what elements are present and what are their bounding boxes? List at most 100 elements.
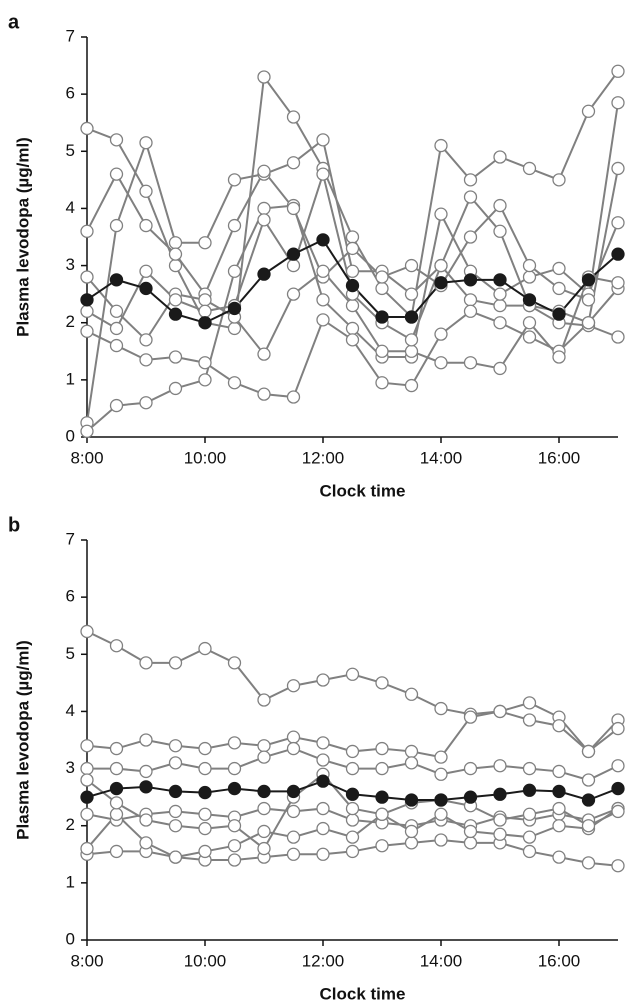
data-point bbox=[522, 270, 537, 284]
data-point bbox=[286, 804, 301, 819]
data-point bbox=[316, 233, 330, 247]
y-tick-label: 2 bbox=[66, 815, 75, 834]
data-point bbox=[552, 261, 566, 276]
data-point bbox=[227, 218, 242, 233]
data-point bbox=[109, 741, 124, 756]
data-point bbox=[257, 70, 271, 84]
data-point bbox=[404, 310, 419, 324]
data-point bbox=[552, 850, 566, 864]
data-point bbox=[227, 736, 242, 750]
data-point bbox=[581, 773, 596, 787]
x-tick-label: 12:00 bbox=[302, 951, 345, 970]
data-point bbox=[611, 216, 625, 230]
data-point bbox=[552, 801, 566, 816]
data-point bbox=[434, 793, 448, 807]
data-point bbox=[463, 273, 478, 287]
y-tick-label: 6 bbox=[66, 84, 75, 103]
data-point bbox=[463, 293, 478, 307]
data-point bbox=[434, 767, 448, 781]
data-point bbox=[286, 784, 301, 799]
data-point bbox=[316, 821, 330, 836]
data-point bbox=[168, 804, 183, 819]
data-point bbox=[375, 807, 389, 821]
data-point bbox=[257, 164, 271, 178]
data-point bbox=[168, 739, 183, 753]
data-point bbox=[198, 807, 212, 821]
x-tick-label: 8:00 bbox=[70, 448, 103, 467]
data-point bbox=[552, 784, 566, 799]
data-point bbox=[611, 330, 625, 344]
data-point bbox=[286, 156, 301, 170]
data-point bbox=[345, 230, 360, 244]
data-point bbox=[139, 136, 153, 150]
data-point bbox=[316, 801, 330, 816]
data-point bbox=[552, 819, 566, 833]
data-point bbox=[168, 756, 183, 770]
data-point bbox=[522, 761, 537, 776]
data-point bbox=[522, 161, 537, 176]
data-point bbox=[522, 293, 537, 307]
data-point bbox=[404, 793, 419, 807]
data-point bbox=[522, 330, 537, 344]
data-point bbox=[345, 801, 360, 816]
data-point bbox=[611, 859, 625, 873]
data-point bbox=[109, 796, 124, 810]
data-point bbox=[375, 839, 389, 853]
data-point bbox=[463, 356, 478, 370]
data-point bbox=[581, 273, 596, 287]
data-point bbox=[404, 258, 419, 273]
data-point bbox=[434, 138, 448, 153]
data-point bbox=[227, 839, 242, 853]
y-tick-label: 3 bbox=[66, 758, 75, 777]
data-point bbox=[493, 150, 507, 164]
data-point bbox=[316, 293, 330, 307]
panel-label: a bbox=[8, 11, 20, 33]
data-point bbox=[80, 773, 94, 787]
data-point bbox=[493, 287, 507, 301]
data-point bbox=[434, 356, 448, 370]
data-point bbox=[552, 764, 566, 779]
y-tick-label: 3 bbox=[66, 255, 75, 274]
data-point bbox=[522, 316, 537, 330]
data-point bbox=[375, 741, 389, 756]
data-point bbox=[109, 133, 124, 147]
data-point bbox=[168, 247, 183, 261]
data-point bbox=[611, 96, 625, 110]
y-tick-label: 5 bbox=[66, 141, 75, 160]
data-point bbox=[581, 744, 596, 759]
x-tick-label: 10:00 bbox=[184, 448, 227, 467]
data-point bbox=[80, 841, 94, 856]
data-point bbox=[198, 293, 212, 307]
data-point bbox=[198, 785, 212, 800]
data-point bbox=[286, 110, 301, 124]
y-axis-label: Plasma levodopa (µg/ml) bbox=[13, 640, 32, 840]
x-tick-label: 8:00 bbox=[70, 951, 103, 970]
data-point bbox=[168, 850, 183, 864]
data-point bbox=[434, 327, 448, 341]
data-point bbox=[434, 833, 448, 847]
data-point bbox=[227, 656, 242, 670]
data-point bbox=[257, 739, 271, 753]
data-point bbox=[227, 301, 242, 316]
data-point bbox=[227, 321, 242, 336]
data-point bbox=[286, 830, 301, 844]
y-tick-label: 1 bbox=[66, 369, 75, 388]
data-point bbox=[493, 273, 507, 287]
data-point bbox=[257, 801, 271, 816]
data-point bbox=[611, 781, 625, 796]
data-point bbox=[198, 761, 212, 776]
data-point bbox=[257, 201, 271, 216]
data-point bbox=[345, 298, 360, 313]
data-point bbox=[257, 824, 271, 839]
data-point bbox=[168, 293, 183, 307]
data-point bbox=[434, 701, 448, 716]
data-point bbox=[80, 807, 94, 821]
data-point bbox=[404, 824, 419, 839]
data-point bbox=[109, 218, 124, 233]
data-point bbox=[198, 373, 212, 387]
data-point bbox=[286, 390, 301, 404]
x-tick-label: 14:00 bbox=[420, 951, 463, 970]
y-tick-label: 6 bbox=[66, 587, 75, 606]
